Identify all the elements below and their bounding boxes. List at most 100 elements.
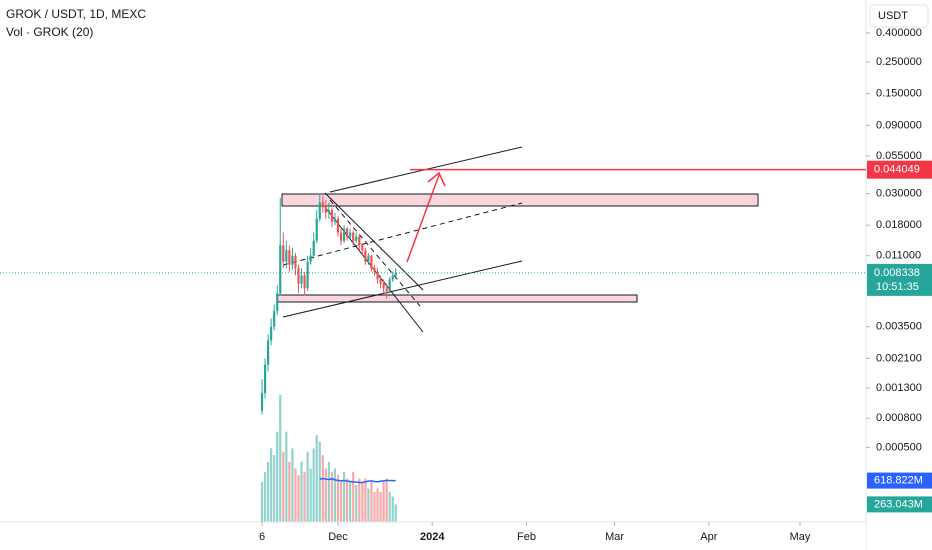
volume-bar xyxy=(285,431,288,522)
candle-body xyxy=(385,288,388,292)
last-price-label: 0.008338 xyxy=(874,267,920,279)
candle-body xyxy=(282,245,285,262)
volume-bar xyxy=(312,448,315,522)
volume-bar xyxy=(279,394,282,522)
volume-bar xyxy=(376,488,379,522)
target-arrow xyxy=(406,174,440,263)
y-tick-label: 0.001300 xyxy=(876,382,922,394)
volume-bar xyxy=(370,481,373,522)
candle-body xyxy=(260,393,264,411)
candle-body xyxy=(358,236,361,246)
candle-body xyxy=(388,279,391,292)
volume-bar xyxy=(315,435,318,522)
candle-body xyxy=(361,245,364,251)
volume-bar xyxy=(367,488,370,522)
x-tick-label: Feb xyxy=(517,531,536,543)
candle-body xyxy=(321,202,324,208)
volume-bar xyxy=(373,491,376,522)
currency-label[interactable]: USDT xyxy=(878,10,908,22)
volume-bar xyxy=(263,471,267,522)
wedge-top xyxy=(324,192,424,291)
candle-body xyxy=(300,275,303,284)
candle-body xyxy=(370,255,373,269)
volume-bar xyxy=(318,441,321,522)
candle-body xyxy=(349,232,352,237)
volume-bar xyxy=(330,471,334,522)
volume-bar xyxy=(352,471,355,522)
volume-bar xyxy=(300,461,303,522)
candle-body xyxy=(376,271,379,280)
volume-bar xyxy=(394,504,397,522)
volume-ma-badge xyxy=(867,472,932,489)
y-tick-label: 0.018000 xyxy=(876,219,922,231)
candle-body xyxy=(379,279,382,284)
candle-body xyxy=(266,340,270,365)
x-tick-label: 2024 xyxy=(420,531,445,543)
candle-body xyxy=(291,255,294,265)
volume-bar xyxy=(339,481,343,522)
volume-bar xyxy=(297,475,300,522)
volume-badge xyxy=(867,496,932,513)
volume-ma-badge-label: 618.822M xyxy=(874,474,923,486)
target-arrow-head xyxy=(427,171,446,187)
x-tick-label: Mar xyxy=(605,531,624,543)
volume-bar xyxy=(385,478,388,522)
volume-bar xyxy=(391,496,394,522)
x-tick-label: Apr xyxy=(700,531,717,543)
candle-body xyxy=(312,240,315,256)
volume-bar xyxy=(266,461,270,522)
volume-bar xyxy=(324,468,327,522)
symbol-title: GROK / USDT, 1D, MEXC xyxy=(6,7,146,21)
alert-badge xyxy=(867,160,932,179)
volume-bar xyxy=(303,471,306,522)
y-tick-label: 0.055000 xyxy=(876,150,922,162)
plot xyxy=(260,193,397,522)
y-tick-label: 0.000500 xyxy=(876,441,922,453)
candle-body xyxy=(270,326,273,341)
volume-bar xyxy=(336,475,340,522)
y-tick-label: 0.003500 xyxy=(876,321,922,333)
candle-body xyxy=(355,236,358,241)
candle-body xyxy=(391,275,394,280)
candle-body xyxy=(339,232,343,241)
candle-body xyxy=(342,228,346,241)
time-axis xyxy=(0,522,866,550)
candle-body xyxy=(273,311,276,327)
volume-bar xyxy=(291,448,294,522)
candle-body xyxy=(297,268,300,284)
volume-bar xyxy=(358,478,361,522)
candle-body xyxy=(288,250,291,265)
candle-body xyxy=(346,228,349,237)
currency-button[interactable] xyxy=(869,4,929,28)
volume-ma-line xyxy=(319,477,396,484)
volume-bar xyxy=(333,468,337,522)
support-zone xyxy=(276,294,638,303)
candle-body xyxy=(309,255,312,262)
alert-badge-label: 0.044049 xyxy=(874,164,920,176)
volume-bar xyxy=(273,455,276,522)
y-tick-label: 0.030000 xyxy=(876,187,922,199)
volume-bar xyxy=(282,451,285,522)
volume-bar xyxy=(361,481,364,522)
candle-body xyxy=(364,250,367,262)
volume-bar xyxy=(349,481,352,522)
countdown-label: 10:51:35 xyxy=(876,281,919,293)
candle-body xyxy=(367,255,370,262)
candle-body xyxy=(318,202,321,219)
volume-bar xyxy=(306,451,309,522)
volume-bar xyxy=(276,431,279,522)
candle-body xyxy=(315,218,318,241)
candle-body xyxy=(263,364,267,394)
x-tick-label: Dec xyxy=(328,531,348,543)
channel-bottom xyxy=(282,260,523,318)
y-tick-label: 0.090000 xyxy=(876,119,922,131)
y-tick-label: 0.400000 xyxy=(876,27,922,39)
volume-bar xyxy=(346,478,349,522)
volume-bar xyxy=(294,468,297,522)
volume-bar xyxy=(327,461,330,522)
candle-body xyxy=(294,255,297,269)
last-price-badge xyxy=(867,263,932,296)
volume-badge-label: 263.043M xyxy=(874,498,923,510)
